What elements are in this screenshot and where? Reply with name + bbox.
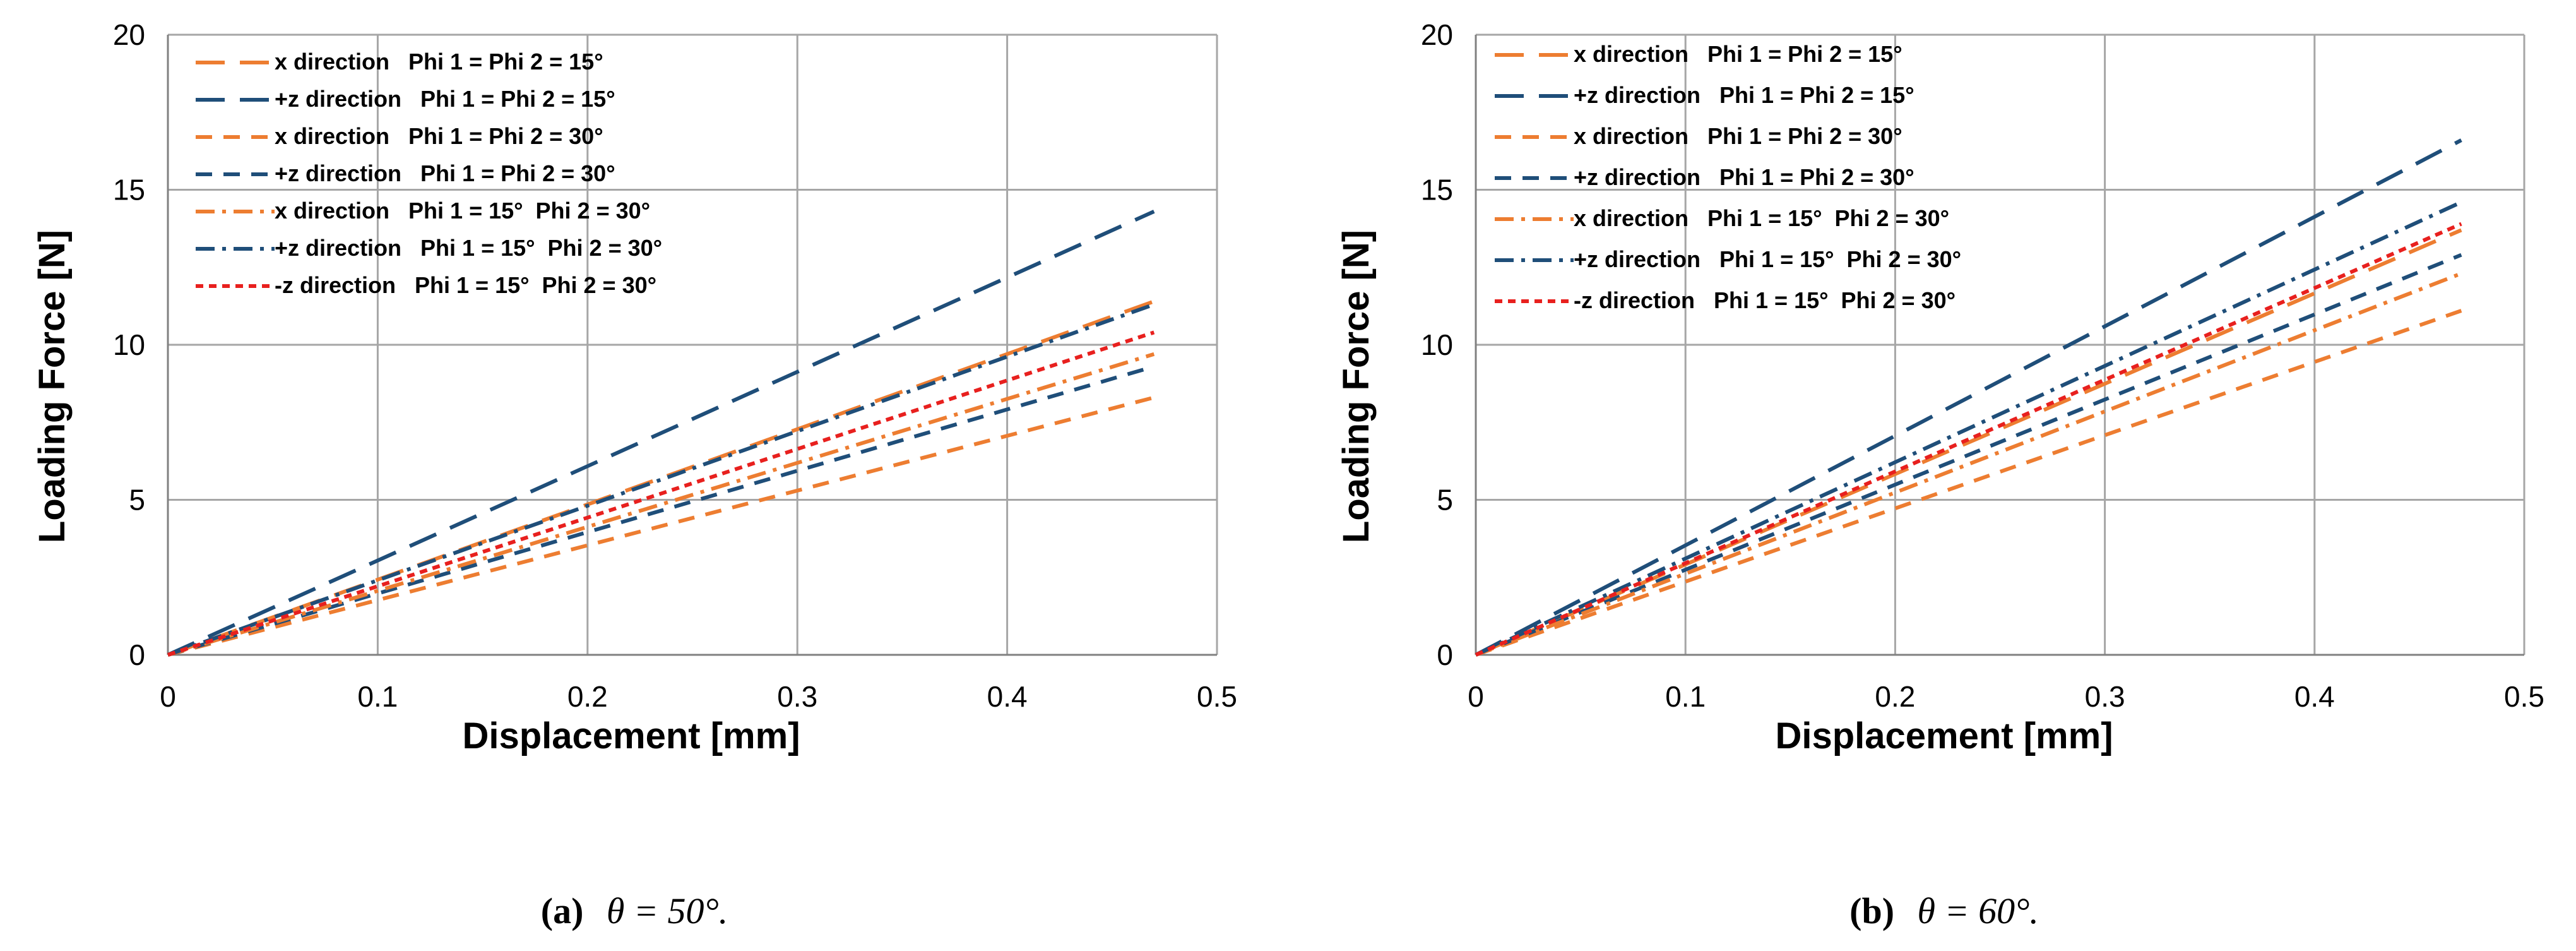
legend-entry: x direction Phi 1 = Phi 2 = 30° [1574, 123, 1902, 149]
series-line [167, 302, 1155, 657]
y-tick-label: 0 [1437, 638, 1453, 671]
x-tick-label: 0.2 [567, 680, 608, 713]
caption-label: (a) [541, 890, 584, 931]
series-line [167, 210, 1155, 657]
legend-entry: +z direction Phi 1 = Phi 2 = 15° [275, 86, 615, 112]
x-tick-label: 0.5 [1197, 680, 1237, 713]
y-tick-label: 20 [113, 18, 145, 51]
legend-entry: +z direction Phi 1 = Phi 2 = 30° [1574, 164, 1914, 190]
series-line [1475, 200, 2462, 657]
y-tick-label: 5 [129, 484, 145, 517]
x-tick-label: 0.1 [357, 680, 398, 713]
y-tick-label: 0 [129, 638, 145, 671]
series-line [1475, 309, 2462, 657]
legend-entry: -z direction Phi 1 = 15° Phi 2 = 30° [1574, 287, 1956, 313]
series-line [167, 395, 1155, 657]
x-tick-label: 0 [1468, 680, 1484, 713]
legend-entry: +z direction Phi 1 = 15° Phi 2 = 30° [275, 235, 662, 261]
chart-panel-b: 0 0.1 0.2 0.3 0.4 0.5 0 5 10 15 20 Displacement [m… [1336, 18, 2544, 931]
series-line [167, 364, 1155, 657]
legend-entry: x direction Phi 1 = Phi 2 = 15° [1574, 41, 1902, 67]
series-line [1475, 253, 2462, 657]
series-line [167, 352, 1155, 657]
y-tick-label: 10 [113, 328, 145, 361]
x-axis-label: Displacement [mm] [1775, 715, 2113, 757]
x-tick-label: 0.3 [777, 680, 817, 713]
series-line [1475, 222, 2462, 657]
y-tick-label: 15 [1421, 174, 1453, 206]
legend-entry: x direction Phi 1 = 15° Phi 2 = 30° [1574, 205, 1949, 231]
caption-text: θ = 50°. [607, 890, 728, 931]
caption-b: (b) θ = 60°. [1849, 890, 2039, 931]
x-tick-label: 0.4 [987, 680, 1028, 713]
legend-entry: x direction Phi 1 = 15° Phi 2 = 30° [275, 198, 650, 224]
x-tick-label: 0.4 [2294, 680, 2335, 713]
x-tick-label: 0.5 [2504, 680, 2544, 713]
series-line [1475, 138, 2462, 657]
y-tick-label: 15 [113, 174, 145, 206]
series-line [1475, 272, 2462, 657]
y-tick-label: 20 [1421, 18, 1453, 51]
y-tick-label: 10 [1421, 328, 1453, 361]
caption-a: (a) θ = 50°. [541, 890, 728, 931]
legend-entry: +z direction Phi 1 = Phi 2 = 15° [1574, 82, 1914, 108]
legend-entry: x direction Phi 1 = Phi 2 = 15° [275, 49, 603, 75]
y-axis-label: Loading Force [N] [1336, 230, 1377, 543]
legend-entry: x direction Phi 1 = Phi 2 = 30° [275, 123, 603, 149]
series-line [167, 330, 1155, 657]
caption-text: θ = 60°. [1918, 890, 2039, 931]
chart-panel-a: 0 0.1 0.2 0.3 0.4 0.5 0 5 10 15 20 Displacement [m… [32, 18, 1237, 931]
x-tick-label: 0 [160, 680, 176, 713]
caption-label: (b) [1849, 890, 1894, 931]
x-tick-label: 0.3 [2085, 680, 2125, 713]
legend-entry: +z direction Phi 1 = 15° Phi 2 = 30° [1574, 246, 1961, 272]
y-tick-label: 5 [1437, 484, 1453, 517]
x-tick-label: 0.2 [1875, 680, 1915, 713]
x-axis-label: Displacement [mm] [462, 715, 800, 757]
legend-entry: -z direction Phi 1 = 15° Phi 2 = 30° [275, 272, 656, 298]
x-tick-label: 0.1 [1665, 680, 1706, 713]
legend-entry: +z direction Phi 1 = Phi 2 = 30° [275, 160, 615, 186]
y-axis-label: Loading Force [N] [32, 230, 73, 543]
